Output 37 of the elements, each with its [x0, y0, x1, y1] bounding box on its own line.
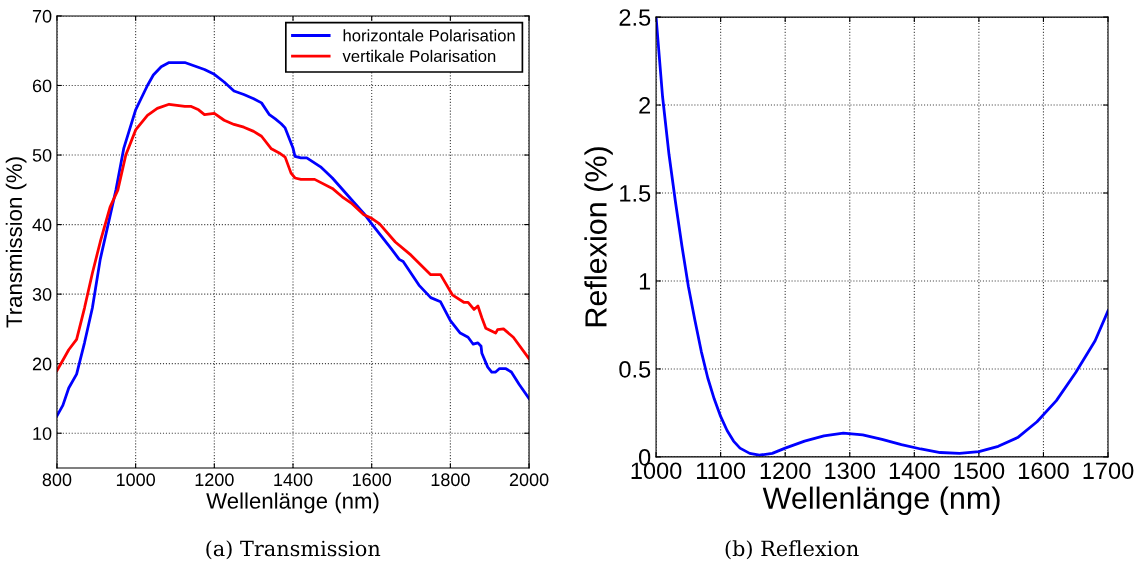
- y-tick-label: 40: [32, 218, 52, 232]
- y-tick-label: 1: [639, 273, 651, 290]
- y-tick-label: 60: [32, 79, 52, 93]
- x-tick-label: 1700: [1083, 462, 1134, 480]
- y-tick-label: 2: [639, 97, 651, 114]
- y-axis-title: Transmission (%): [5, 157, 27, 328]
- x-tick-label: 1000: [116, 473, 156, 487]
- line-series: [56, 102, 530, 373]
- legend-label: vertikale Polarisation: [342, 49, 496, 63]
- x-tick-label: 1200: [760, 462, 811, 480]
- line-series: [656, 17, 1109, 457]
- y-axis-title: Reflexion (%): [584, 147, 613, 327]
- y-tick-label: 30: [32, 288, 52, 301]
- x-tick-label: 1500: [954, 462, 1005, 480]
- x-tick-label: 800: [42, 473, 72, 487]
- x-tick-label: 2000: [509, 473, 549, 487]
- text: (a) Transmission: [206, 540, 381, 560]
- legend-label: horizontale Polarisation: [343, 29, 515, 42]
- x-tick-label: 1600: [1018, 462, 1069, 480]
- x-axis-title: Wellenlänge (nm): [762, 486, 1000, 516]
- x-tick-label: 1400: [274, 473, 313, 487]
- x-tick-label: 1200: [195, 473, 234, 487]
- y-tick-label: 1.5: [620, 185, 651, 202]
- line-series: [56, 61, 530, 418]
- x-tick-label: 1100: [697, 462, 746, 480]
- x-tick-label: 1800: [431, 473, 470, 487]
- y-tick-label: 70: [32, 9, 52, 23]
- x-tick-label: 1400: [889, 462, 940, 480]
- x-tick-label: 1300: [825, 462, 876, 480]
- x-tick-label: 1600: [352, 473, 392, 487]
- text: (b) Reflexion: [725, 540, 859, 560]
- x-axis-title: Wellenlänge (nm): [206, 492, 379, 514]
- y-tick-label: 20: [32, 357, 52, 371]
- y-tick-label: 50: [32, 148, 52, 162]
- y-tick-label: 2.5: [619, 9, 651, 26]
- y-tick-label: 10: [33, 427, 52, 440]
- y-tick-label: 0.5: [619, 361, 651, 378]
